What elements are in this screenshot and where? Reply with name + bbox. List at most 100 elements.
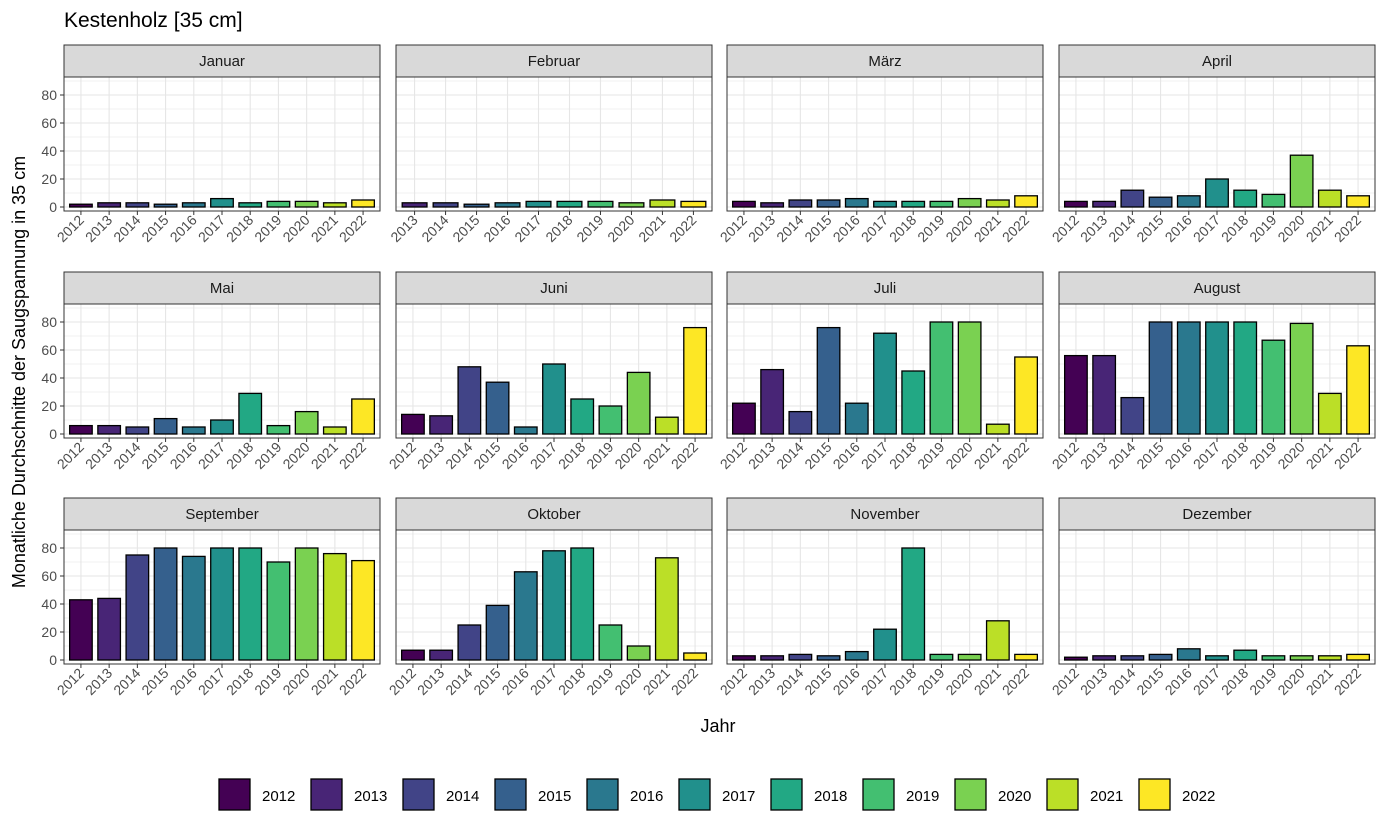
bar-märz-2018: [901, 200, 926, 208]
bar-juni-2012: [400, 413, 425, 435]
bar-mai-2016: [181, 426, 206, 435]
x-tick-label: 2013: [745, 439, 778, 472]
x-tick-label: 2015: [449, 212, 482, 245]
bar-november-2014: [788, 653, 813, 661]
x-tick-label: 2018: [886, 439, 919, 472]
x-tick-label: 2018: [223, 212, 256, 245]
bar-juni-2016: [513, 426, 538, 435]
legend-key: [310, 778, 343, 811]
x-tick-label: 2016: [499, 665, 532, 698]
bar-januar-2013: [97, 202, 122, 208]
x-tick-label: 2014: [442, 439, 475, 472]
x-tick-label: 2020: [1274, 665, 1307, 698]
x-tick-label: 2019: [251, 212, 284, 245]
facet-panel-juli: Juli 201220132014201520162017201820192020…: [717, 271, 1044, 472]
legend-item-2018: 2018: [770, 778, 847, 811]
bar-april-2016: [1176, 195, 1201, 208]
bar-januar-2018: [238, 202, 263, 208]
x-tick-label: 2020: [942, 665, 975, 698]
x-tick-label: 2012: [717, 665, 750, 698]
bar-august-2019: [1261, 339, 1286, 435]
legend-label: 2014: [446, 788, 479, 805]
bar-april-2019: [1261, 193, 1286, 208]
x-tick-label: 2019: [251, 439, 284, 472]
bar-november-2021: [985, 620, 1010, 661]
x-tick-label: 2015: [1133, 665, 1166, 698]
y-tick-label: 80: [41, 87, 57, 103]
x-tick-label: 2013: [414, 665, 447, 698]
legend-label: 2017: [722, 788, 755, 805]
x-tick-label: 2021: [971, 439, 1004, 472]
legend-label: 2022: [1182, 788, 1215, 805]
x-tick-label: 2021: [1303, 212, 1336, 245]
x-tick-label: 2013: [1077, 665, 1110, 698]
facet-strip: [63, 271, 381, 305]
bar-dezember-2018: [1233, 649, 1258, 661]
bar-august-2014: [1120, 396, 1145, 435]
y-tick-label: 40: [41, 596, 57, 612]
facet-panel-dezember: Dezember 20122013201420152016201720182019…: [1049, 497, 1376, 698]
bar-juli-2022: [1014, 356, 1039, 435]
legend-label: 2016: [630, 788, 663, 805]
bar-november-2020: [957, 653, 982, 661]
facet-panel-april: April20122013201420152016201720182019202…: [1049, 44, 1376, 245]
x-tick-label: 2015: [801, 439, 834, 472]
x-tick-label: 2022: [668, 665, 701, 698]
x-tick-label: 2022: [999, 212, 1032, 245]
bar-september-2014: [125, 554, 150, 661]
facet-strip: [63, 44, 381, 78]
bar-januar-2016: [181, 202, 206, 208]
x-tick-label: 2018: [886, 212, 919, 245]
bar-mai-2017: [210, 419, 234, 435]
x-tick-label: 2013: [82, 212, 115, 245]
y-tick-label: 0: [49, 199, 57, 215]
x-tick-label: 2018: [1218, 439, 1251, 472]
y-tick-label: 60: [41, 115, 57, 131]
bar-oktober-2013: [429, 649, 454, 661]
facet-strip-label: März: [868, 53, 901, 70]
bar-dezember-2019: [1261, 655, 1286, 661]
x-tick-label: 2012: [1049, 439, 1082, 472]
x-tick-label: 2018: [1218, 212, 1251, 245]
bar-juni-2013: [429, 415, 454, 435]
bar-märz-2012: [731, 200, 756, 208]
x-tick-label: 2016: [1162, 439, 1195, 472]
bar-juli-2013: [760, 368, 785, 435]
x-tick-label: 2017: [527, 439, 560, 472]
bar-februar-2020: [618, 202, 645, 208]
bar-september-2012: [68, 599, 93, 661]
bar-juni-2014: [457, 366, 482, 435]
bar-februar-2019: [587, 200, 614, 208]
legend-key: [1138, 778, 1171, 811]
x-axis-label: Jahr: [700, 716, 735, 736]
bar-september-2016: [181, 555, 206, 661]
facet-panels: Januar0204060802012201320142015201620172…: [41, 44, 1376, 698]
x-tick-label: 2022: [999, 665, 1032, 698]
legend-key: [770, 778, 803, 811]
x-tick-label: 2019: [1246, 439, 1279, 472]
legend-key: [402, 778, 435, 811]
x-tick-label: 2012: [386, 665, 419, 698]
bar-februar-2014: [432, 202, 459, 208]
legend-item-2016: 2016: [586, 778, 663, 811]
x-tick-label: 2022: [1331, 665, 1364, 698]
x-tick-label: 2013: [414, 439, 447, 472]
x-tick-label: 2019: [573, 212, 606, 245]
legend: 2012 2013 2014 2015 2016 2017 2018 2019 2020 2021…: [218, 778, 1215, 811]
x-tick-label: 2019: [914, 212, 947, 245]
facet-strip: [726, 44, 1044, 78]
x-tick-label: 2021: [640, 439, 673, 472]
bar-november-2017: [873, 628, 897, 661]
bar-november-2012: [731, 655, 756, 661]
x-tick-label: 2018: [542, 212, 575, 245]
x-tick-label: 2015: [470, 439, 503, 472]
bar-januar-2020: [294, 200, 319, 208]
x-tick-label: 2019: [1246, 665, 1279, 698]
panel-background: [396, 77, 712, 211]
x-tick-label: 2012: [54, 212, 87, 245]
bar-juni-2021: [654, 416, 679, 435]
bar-januar-2015: [153, 203, 178, 208]
legend-key: [678, 778, 711, 811]
bar-märz-2017: [873, 200, 897, 208]
x-tick-label: 2014: [442, 665, 475, 698]
